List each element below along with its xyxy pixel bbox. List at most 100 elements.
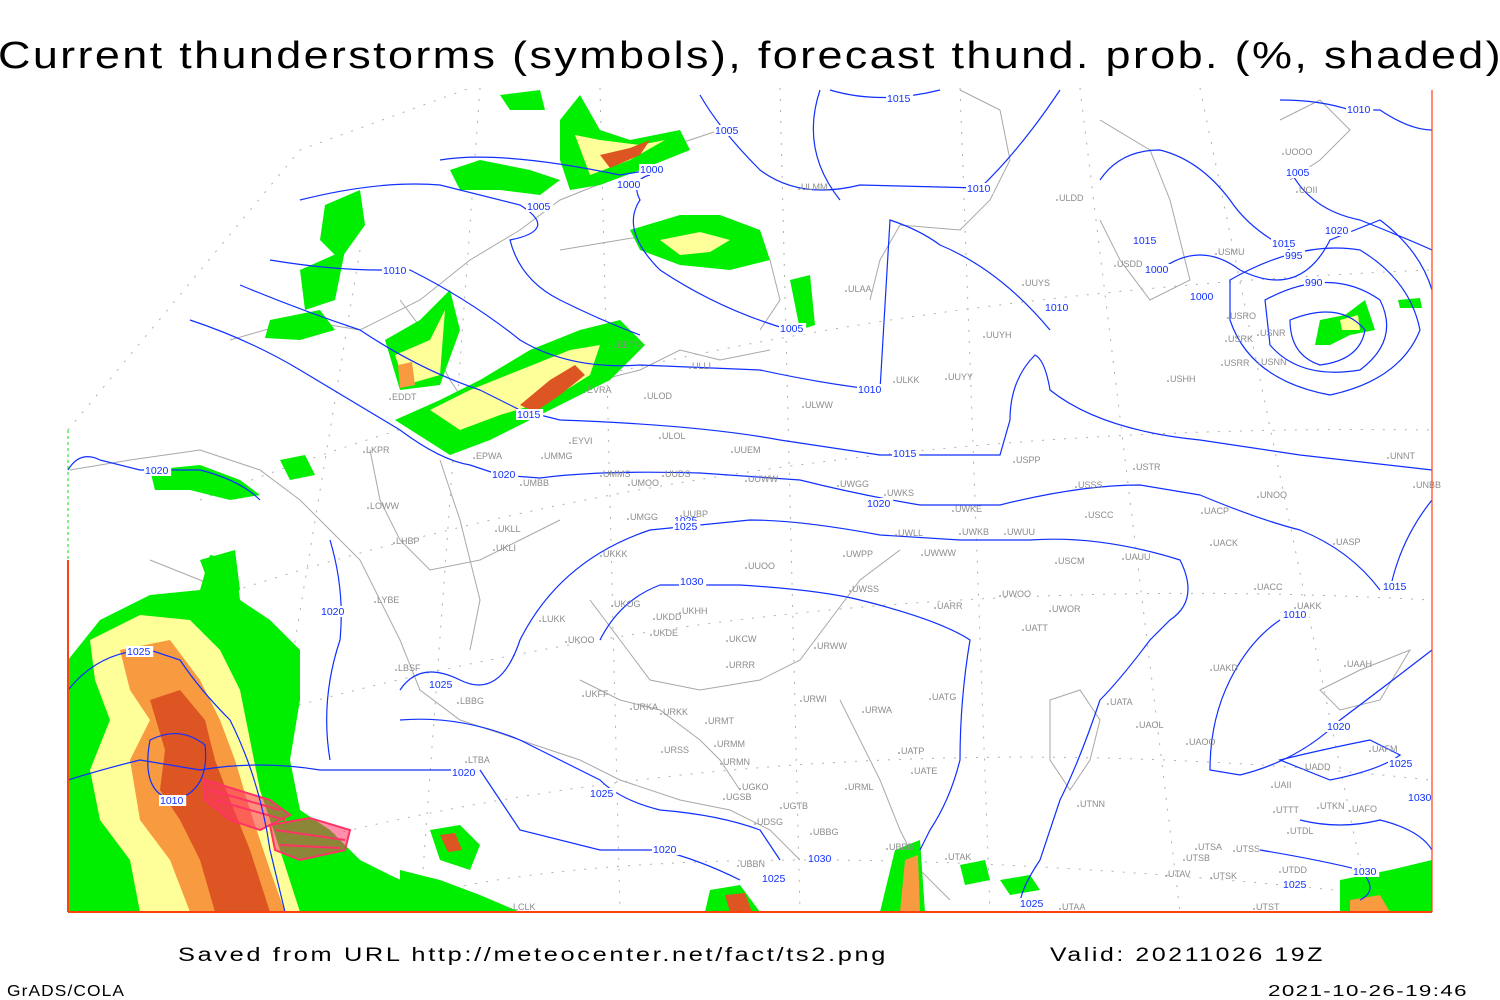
station-marker — [1059, 908, 1061, 910]
station-label: ULMM — [801, 182, 828, 192]
station-label: UKDD — [656, 612, 682, 622]
station-marker — [630, 708, 632, 710]
station-marker — [660, 713, 662, 715]
station-marker — [395, 669, 397, 671]
station-marker — [611, 605, 613, 607]
station-marker — [845, 290, 847, 292]
station-marker — [473, 457, 475, 459]
isobar-label: 1025 — [674, 521, 698, 533]
station-marker — [1013, 461, 1015, 463]
thunderstorm-probability-shading — [68, 90, 1432, 912]
isobar-label: 1010 — [1283, 609, 1307, 621]
isobar-label: 1000 — [1190, 291, 1214, 303]
station-label: UTAK — [948, 852, 971, 862]
station-label: USRR — [1224, 358, 1250, 368]
isobar-label: 1000 — [1145, 264, 1169, 276]
station-label: LBBG — [460, 696, 484, 706]
station-label: UGSB — [726, 792, 752, 802]
station-label: UUYS — [1025, 278, 1050, 288]
station-marker — [662, 475, 664, 477]
station-marker — [1273, 811, 1275, 813]
station-label: UAFM — [1372, 744, 1398, 754]
station-marker — [628, 484, 630, 486]
station-marker — [739, 788, 741, 790]
station-marker — [1215, 253, 1217, 255]
station-label: UWKE — [955, 504, 982, 514]
station-label: UWKS — [887, 488, 914, 498]
station-marker — [798, 188, 800, 190]
station-label: ULDD — [1059, 193, 1084, 203]
station-marker — [1107, 703, 1109, 705]
station-marker — [659, 437, 661, 439]
isobar-label: 1005 — [527, 201, 551, 213]
station-marker — [705, 722, 707, 724]
isobar-label: 1015 — [517, 409, 541, 421]
station-marker — [1075, 486, 1077, 488]
station-label: UKHH — [682, 606, 708, 616]
isobar-label: 1025 — [590, 788, 614, 800]
station-label: UWWW — [924, 548, 956, 558]
isobar-label: 1030 — [1408, 792, 1432, 804]
station-label: URMM — [717, 739, 745, 749]
station-label: UATP — [901, 746, 924, 756]
isobar-label: 995 — [1285, 250, 1303, 262]
station-label: UWOR — [1052, 604, 1081, 614]
station-marker — [1210, 877, 1212, 879]
station-label: UGKO — [742, 782, 769, 792]
station-label: UTSK — [1213, 871, 1237, 881]
station-marker — [1254, 588, 1256, 590]
station-label: LHBP — [396, 536, 420, 546]
station-label: UMGG — [630, 512, 658, 522]
thunderstorm-symbols — [204, 778, 352, 862]
station-marker — [393, 542, 395, 544]
station-label: USHH — [1170, 374, 1196, 384]
station-label: UNOO — [1260, 490, 1287, 500]
station-marker — [1317, 807, 1319, 809]
station-marker — [1369, 750, 1371, 752]
station-marker — [1165, 875, 1167, 877]
station-label: UUYH — [986, 330, 1012, 340]
station-label: UNBB — [1416, 480, 1441, 490]
station-label: UBBG — [813, 827, 839, 837]
station-marker — [959, 533, 961, 535]
station-marker — [886, 848, 888, 850]
station-marker — [1344, 665, 1346, 667]
station-label: UAFO — [1352, 804, 1377, 814]
isobar-label: 1020 — [321, 606, 345, 618]
station-marker — [1258, 363, 1260, 365]
station-marker — [644, 397, 646, 399]
station-marker — [1257, 334, 1259, 336]
isobar-label: 1020 — [145, 465, 169, 477]
station-label: UASP — [1336, 537, 1361, 547]
station-label: UMMS — [603, 469, 631, 479]
station-marker — [737, 865, 739, 867]
isobar-label: 1010 — [967, 183, 991, 195]
station-marker — [726, 666, 728, 668]
station-label: UKOO — [568, 635, 595, 645]
valid-time-text: Valid: 20211026 19Z — [1050, 945, 1325, 966]
station-label: UATG — [932, 692, 956, 702]
station-marker — [780, 807, 782, 809]
station-marker — [1233, 850, 1235, 852]
station-label: UTKN — [1320, 801, 1345, 811]
station-marker — [1114, 265, 1116, 267]
station-marker — [1077, 805, 1079, 807]
station-marker — [720, 763, 722, 765]
isobar-label: 1020 — [867, 498, 891, 510]
isobar-label: 1010 — [1347, 104, 1371, 116]
station-label: USCM — [1058, 556, 1085, 566]
station-label: UNNT — [1390, 451, 1415, 461]
station-marker — [457, 702, 459, 704]
station-marker — [1056, 199, 1058, 201]
station-marker — [895, 534, 897, 536]
station-marker — [893, 381, 895, 383]
station-label: UUDS — [665, 469, 691, 479]
station-marker — [495, 530, 497, 532]
station-label: LBSF — [398, 663, 421, 673]
station-marker — [731, 451, 733, 453]
station-label: UDSG — [757, 817, 783, 827]
station-marker — [363, 451, 365, 453]
station-label: UAOL — [1139, 720, 1164, 730]
isobar-label: 1020 — [1325, 225, 1349, 237]
station-label: ULLI — [692, 361, 711, 371]
